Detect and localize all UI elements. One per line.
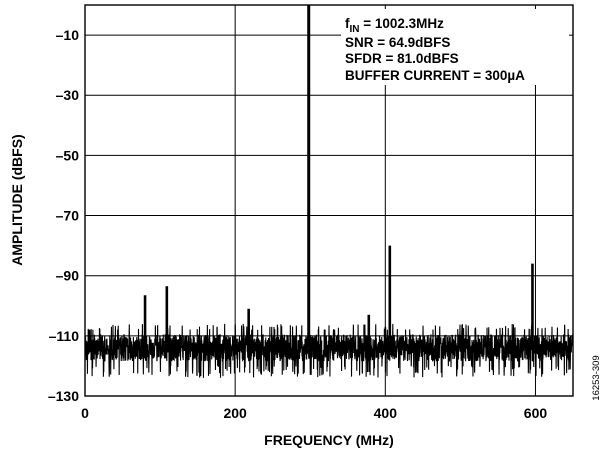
- figure-id: 16253-309: [591, 355, 602, 400]
- x-tick-labels: 0 200 400 600: [81, 405, 547, 421]
- y-tick-label: –90: [56, 268, 80, 284]
- grid-lines: [85, 5, 573, 396]
- fft-trace: [84, 5, 574, 378]
- y-tick-label: –30: [56, 87, 80, 103]
- noise-floor-trace: [84, 323, 574, 378]
- x-axis-label: FREQUENCY (MHz): [264, 432, 394, 448]
- y-tick-label: –10: [56, 27, 80, 43]
- annotation-fin: fIN = 1002.3MHz: [345, 16, 444, 35]
- y-tick-labels: –130 –110 –90 –70 –50 –30 –10: [48, 27, 79, 404]
- y-tick-label: –110: [49, 328, 80, 344]
- plot-frame: [84, 4, 574, 397]
- annotation-sfdr: SFDR = 81.0dBFS: [345, 51, 459, 66]
- annotation-box: [341, 9, 569, 85]
- x-tick-label: 200: [223, 405, 247, 421]
- annotation-buffer-current: BUFFER CURRENT = 300µA: [345, 68, 525, 83]
- y-tick-label: –70: [56, 208, 80, 224]
- x-tick-label: 400: [374, 405, 398, 421]
- y-tick-label: –130: [48, 388, 79, 404]
- annotation-snr: SNR = 64.9dBFS: [345, 35, 450, 50]
- y-tick-label: –50: [56, 147, 80, 163]
- y-axis-label: AMPLITUDE (dBFS): [9, 134, 25, 265]
- x-tick-label: 0: [81, 405, 89, 421]
- x-tick-label: 600: [524, 405, 548, 421]
